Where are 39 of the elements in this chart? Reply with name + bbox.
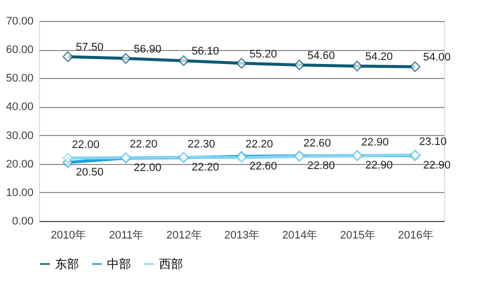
x-tick-label: 2010年 bbox=[50, 230, 86, 242]
x-tick-label: 2015年 bbox=[340, 230, 376, 242]
data-label: 56.90 bbox=[134, 43, 162, 56]
data-label: 54.60 bbox=[307, 50, 335, 62]
x-tick-label: 2014年 bbox=[282, 230, 318, 242]
legend-label: 中部 bbox=[107, 257, 131, 271]
data-label: 22.30 bbox=[188, 138, 216, 150]
data-label: 55.20 bbox=[250, 48, 278, 60]
data-label: 22.00 bbox=[134, 162, 162, 174]
legend-label: 东部 bbox=[55, 257, 79, 271]
data-label: 22.60 bbox=[303, 137, 331, 150]
y-tick-label: 10.00 bbox=[6, 186, 34, 199]
data-label: 22.20 bbox=[130, 138, 158, 151]
data-label: 22.90 bbox=[361, 136, 389, 149]
y-tick-label: 70.00 bbox=[6, 16, 34, 28]
y-tick-label: 0.00 bbox=[12, 216, 34, 228]
data-label: 54.00 bbox=[423, 52, 451, 64]
data-label: 22.20 bbox=[192, 162, 220, 174]
y-tick-label: 20.00 bbox=[6, 158, 34, 170]
data-label: 23.10 bbox=[419, 136, 447, 148]
data-label: 22.90 bbox=[365, 160, 393, 172]
legend-label: 西部 bbox=[159, 257, 183, 271]
data-label: 22.90 bbox=[423, 160, 451, 172]
data-label: 22.00 bbox=[72, 139, 100, 152]
x-tick-label: 2011年 bbox=[108, 230, 144, 242]
data-label: 54.20 bbox=[365, 51, 393, 64]
y-tick-label: 40.00 bbox=[6, 101, 34, 114]
x-tick-label: 2013年 bbox=[224, 230, 260, 242]
data-label: 56.10 bbox=[192, 46, 220, 58]
data-label: 22.80 bbox=[307, 160, 335, 172]
y-tick-label: 30.00 bbox=[6, 130, 34, 142]
y-tick-label: 50.00 bbox=[6, 72, 34, 85]
data-label: 20.50 bbox=[76, 166, 104, 178]
data-label: 22.20 bbox=[246, 138, 274, 151]
y-tick-label: 60.00 bbox=[6, 44, 34, 56]
x-tick-label: 2012年 bbox=[166, 230, 202, 242]
x-tick-label: 2016年 bbox=[398, 230, 434, 242]
data-label: 22.60 bbox=[250, 160, 278, 172]
data-label: 57.50 bbox=[76, 42, 104, 54]
